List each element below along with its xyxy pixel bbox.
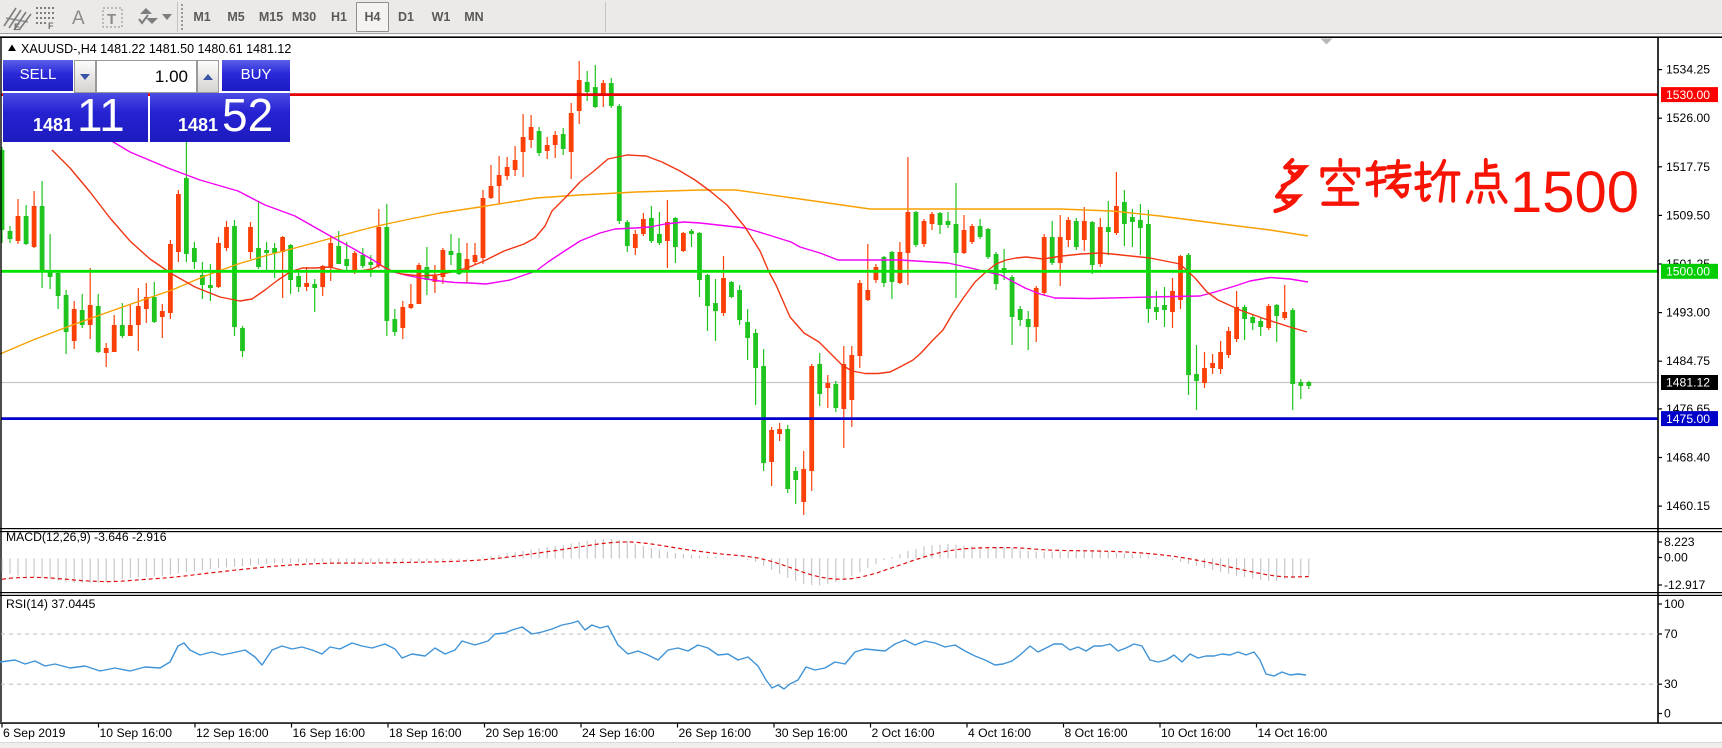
svg-text:2 Oct 16:00: 2 Oct 16:00 bbox=[872, 726, 935, 740]
svg-text:10 Oct 16:00: 10 Oct 16:00 bbox=[1161, 726, 1231, 740]
svg-text:F: F bbox=[48, 21, 54, 31]
svg-text:6 Sep 2019: 6 Sep 2019 bbox=[3, 726, 66, 740]
svg-text:1468.40: 1468.40 bbox=[1666, 451, 1710, 465]
svg-text:10 Sep 16:00: 10 Sep 16:00 bbox=[100, 726, 173, 740]
svg-text:26 Sep 16:00: 26 Sep 16:00 bbox=[679, 726, 752, 740]
svg-text:A: A bbox=[72, 8, 85, 29]
svg-text:1493.00: 1493.00 bbox=[1666, 306, 1710, 320]
svg-text:1534.25: 1534.25 bbox=[1666, 63, 1710, 77]
svg-text:18 Sep 16:00: 18 Sep 16:00 bbox=[389, 726, 462, 740]
svg-text:T: T bbox=[107, 11, 116, 28]
svg-text:1530.00: 1530.00 bbox=[1666, 88, 1710, 102]
svg-text:XAUUSD-,H4 1481.22 1481.50 14: XAUUSD-,H4 1481.22 1481.50 1480.61 1481.… bbox=[21, 42, 291, 56]
svg-text:8 Oct 16:00: 8 Oct 16:00 bbox=[1065, 726, 1128, 740]
svg-text:8.223: 8.223 bbox=[1664, 535, 1695, 549]
svg-text:100: 100 bbox=[1664, 597, 1685, 611]
svg-text:12 Sep 16:00: 12 Sep 16:00 bbox=[196, 726, 269, 740]
svg-text:RSI(14) 37.0445: RSI(14) 37.0445 bbox=[6, 597, 96, 611]
svg-text:MACD(12,26,9) -3.646 -2.916: MACD(12,26,9) -3.646 -2.916 bbox=[6, 530, 167, 544]
svg-text:1509.50: 1509.50 bbox=[1666, 208, 1710, 222]
svg-text:0: 0 bbox=[1664, 707, 1671, 721]
svg-text:-12.917: -12.917 bbox=[1664, 578, 1706, 592]
svg-text:E: E bbox=[14, 22, 20, 32]
svg-text:1475.00: 1475.00 bbox=[1666, 412, 1710, 426]
svg-text:30: 30 bbox=[1664, 677, 1678, 691]
svg-text:30 Sep 16:00: 30 Sep 16:00 bbox=[775, 726, 848, 740]
svg-text:24 Sep 16:00: 24 Sep 16:00 bbox=[582, 726, 655, 740]
svg-text:4 Oct 16:00: 4 Oct 16:00 bbox=[968, 726, 1031, 740]
svg-text:1500: 1500 bbox=[1510, 160, 1639, 225]
svg-text:1460.15: 1460.15 bbox=[1666, 499, 1710, 513]
svg-text:0.00: 0.00 bbox=[1664, 551, 1688, 565]
svg-text:16 Sep 16:00: 16 Sep 16:00 bbox=[293, 726, 366, 740]
svg-text:14 Oct 16:00: 14 Oct 16:00 bbox=[1258, 726, 1328, 740]
svg-text:20 Sep 16:00: 20 Sep 16:00 bbox=[486, 726, 559, 740]
svg-text:1500.00: 1500.00 bbox=[1666, 265, 1710, 279]
svg-text:1526.00: 1526.00 bbox=[1666, 111, 1710, 125]
svg-text:70: 70 bbox=[1664, 627, 1678, 641]
svg-text:1484.75: 1484.75 bbox=[1666, 354, 1710, 368]
svg-text:1517.75: 1517.75 bbox=[1666, 160, 1710, 174]
svg-text:1481.12: 1481.12 bbox=[1666, 376, 1710, 390]
